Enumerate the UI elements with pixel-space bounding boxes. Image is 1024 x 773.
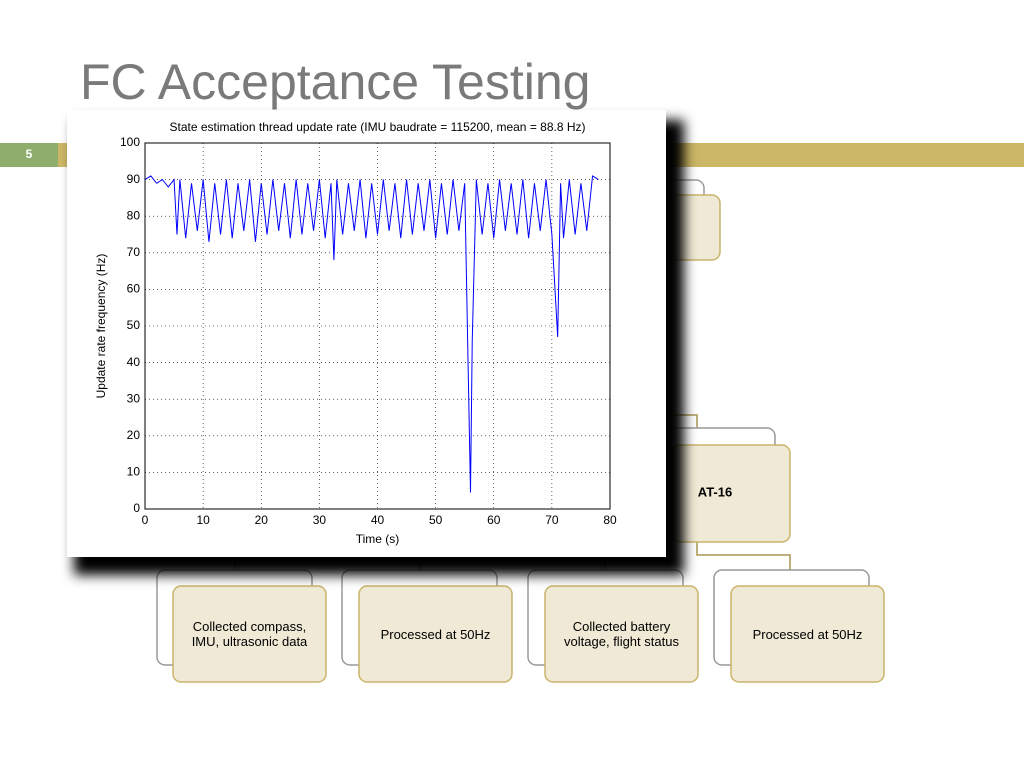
chart-title: State estimation thread update rate (IMU… [169,120,585,134]
node-label-box: Collected compass, IMU, ultrasonic data [191,619,308,649]
y-tick-label: 100 [120,135,140,149]
node-label: Collected compass, IMU, ultrasonic data [191,619,308,649]
y-tick-label: 60 [127,282,141,296]
y-tick-label: 30 [127,391,141,405]
node-label: Processed at 50Hz [380,626,491,642]
y-tick-label: 90 [127,172,141,186]
chart: State estimation thread update rate (IMU… [94,120,617,546]
slide-number-box [0,143,58,167]
plot-frame [144,142,611,510]
node-label: Processed at 50Hz [752,626,863,642]
x-tick-label: 40 [371,513,385,527]
node-label-box: Collected battery voltage, flight status [564,619,679,649]
x-tick-label: 0 [142,513,149,527]
node [172,585,327,683]
y-tick-label: 10 [127,465,141,479]
y-tick-label: 80 [127,208,141,222]
line-series [144,175,599,493]
node-label-box: Processed at 50Hz [380,626,491,642]
chart-image [67,110,666,557]
node-label: Collected battery voltage, flight status [564,619,679,649]
x-tick-label: 50 [429,513,443,527]
y-tick-label: 50 [127,318,141,332]
x-tick-label: 20 [255,513,269,527]
node-label: AT-16 [698,484,732,499]
node [730,585,885,683]
y-tick-label: 0 [133,501,140,515]
node-label-box: Processed at 50Hz [752,626,863,642]
y-tick-label: 20 [127,428,141,442]
x-tick-label: 30 [313,513,327,527]
x-tick-label: 10 [196,513,210,527]
x-tick-label: 60 [487,513,501,527]
node [358,585,513,683]
y-axis-label: Update rate frequency (Hz) [94,254,108,399]
x-tick-label: 70 [545,513,559,527]
x-tick-label: 80 [603,513,617,527]
y-tick-label: 70 [127,245,141,259]
y-tick-label: 40 [127,355,141,369]
slide-title: FC Acceptance Testing [80,54,590,110]
node [544,585,699,683]
x-axis-label: Time (s) [356,532,400,546]
slide-number: 5 [26,147,33,161]
